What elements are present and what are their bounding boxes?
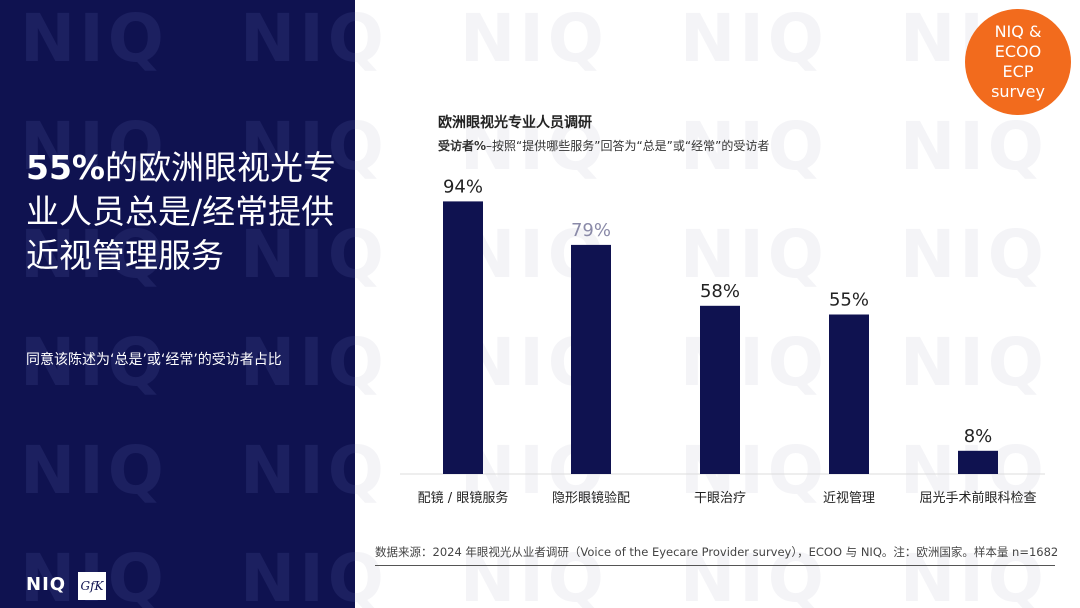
watermark-text: NIQ [355, 0, 388, 77]
watermark-text: NIQ [20, 0, 168, 77]
source-note: 数据来源：2024 年眼视光从业者调研（Voice of the Eyecare… [375, 545, 1059, 559]
bar [443, 201, 483, 474]
category-label: 配镜 / 眼镜服务 [418, 490, 509, 506]
niq-logo: NIQ [26, 574, 67, 595]
badge-line: NIQ & [994, 22, 1042, 41]
category-label: 屈光手术前眼科检查 [919, 490, 1036, 506]
bar-value-label: 8% [964, 426, 993, 447]
bar-chart: 94% 配镜 / 眼镜服务 79% 隐形眼镜验配 58% 干眼治疗 55% 近视管理 8% 屈光手… [400, 176, 1045, 506]
watermark-text: NIQ [240, 432, 355, 509]
chart-subtitle: 受访者%–按照“提供哪些服务”回答为“总是”或“经常”的受访者 [438, 137, 769, 154]
bar [700, 305, 740, 474]
category-label: 干眼治疗 [694, 491, 746, 506]
chart-title: 欧洲眼视光专业人员调研 [438, 115, 592, 131]
category-label: 隐形眼镜验配 [552, 490, 630, 506]
watermark-text: NIQ [20, 432, 168, 509]
source-divider [375, 565, 1055, 566]
headline: 55%的欧洲眼视光专业人员总是/经常提供近视管理服务 [26, 146, 346, 278]
badge-line: ECP [1002, 62, 1034, 81]
chart-subtitle-rest: –按照“提供哪些服务”回答为“总是”或“经常”的受访者 [486, 139, 770, 153]
badge-line: survey [991, 82, 1045, 101]
chart-subtitle-bold: 受访者% [438, 139, 487, 153]
category-label: 近视管理 [823, 491, 875, 506]
left-panel: NIQNIQNIQNIQNIQNIQNIQNIQNIQNIQNIQNIQ 55%… [0, 0, 355, 608]
subheadline: 同意该陈述为‘总是’或‘经常’的受访者占比 [26, 352, 282, 368]
bar [829, 314, 869, 474]
watermark-text: NIQ [240, 0, 355, 77]
bar [571, 244, 611, 474]
bar-value-label: 55% [829, 290, 869, 311]
watermark-text: NIQ [680, 0, 828, 77]
bar [958, 450, 998, 474]
badge-line: ECOO [994, 42, 1042, 61]
bar-value-label: 58% [700, 281, 740, 302]
headline-rest: 的欧洲眼视光专业人员总是/经常提供近视管理服务 [26, 148, 336, 275]
watermark-text: NIQ [460, 0, 608, 77]
watermark-text: NIQ [240, 540, 355, 608]
headline-highlight: 55% [26, 148, 105, 187]
bar-value-label: 94% [443, 176, 483, 197]
survey-badge: NIQ & ECOO ECP survey [965, 9, 1071, 115]
gfk-logo: GfK [78, 572, 106, 600]
bar-value-label: 79% [571, 220, 611, 241]
